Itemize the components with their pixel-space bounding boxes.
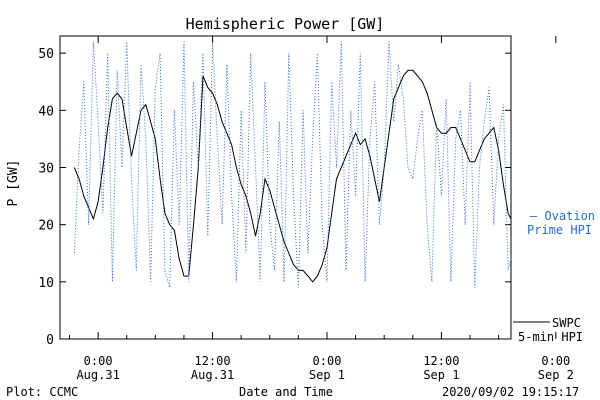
y-axis-label: P [GW] bbox=[6, 160, 21, 207]
x-tick-label-time: 0:00 bbox=[541, 354, 570, 368]
x-tick-label-time: 0:00 bbox=[313, 354, 342, 368]
y-tick-label: 10 bbox=[38, 276, 54, 291]
y-tick-label: 20 bbox=[38, 219, 54, 234]
y-tick-label: 30 bbox=[38, 161, 54, 176]
plot-area: 010203040500:00Aug.3112:00Aug.310:00Sep … bbox=[38, 35, 574, 382]
legend-swpc-line1: SWPC bbox=[552, 316, 581, 330]
legend-ovation-line2: Prime HPI bbox=[527, 223, 592, 237]
x-tick-label-date: Sep 1 bbox=[423, 368, 459, 382]
footer-timestamp: 2020/09/02 19:15:17 bbox=[442, 385, 579, 399]
x-tick-label-time: 12:00 bbox=[194, 354, 230, 368]
plot-frame bbox=[59, 35, 512, 340]
legend-ovation-line1: — Ovation bbox=[530, 209, 595, 223]
legend-swpc-line2: 5-min HPI bbox=[518, 330, 583, 344]
chart-title: Hemispheric Power [GW] bbox=[186, 15, 385, 33]
x-tick-label-date: Aug.31 bbox=[191, 368, 234, 382]
x-tick-label-date: Sep 1 bbox=[309, 368, 345, 382]
x-axis-label: Date and Time bbox=[239, 385, 333, 399]
x-tick-label-date: Aug.31 bbox=[76, 368, 119, 382]
swpc-hpi-series-line bbox=[73, 69, 512, 283]
y-tick-label: 0 bbox=[46, 333, 54, 348]
ovation-prime-hpi-series-line bbox=[73, 41, 512, 288]
x-tick-label-date: Sep 2 bbox=[538, 368, 574, 382]
footer-plot-credit: Plot: CCMC bbox=[6, 385, 78, 399]
x-tick-label-time: 12:00 bbox=[423, 354, 459, 368]
y-tick-label: 50 bbox=[38, 47, 54, 62]
y-tick-label: 40 bbox=[38, 104, 54, 119]
x-tick-label-time: 0:00 bbox=[84, 354, 113, 368]
